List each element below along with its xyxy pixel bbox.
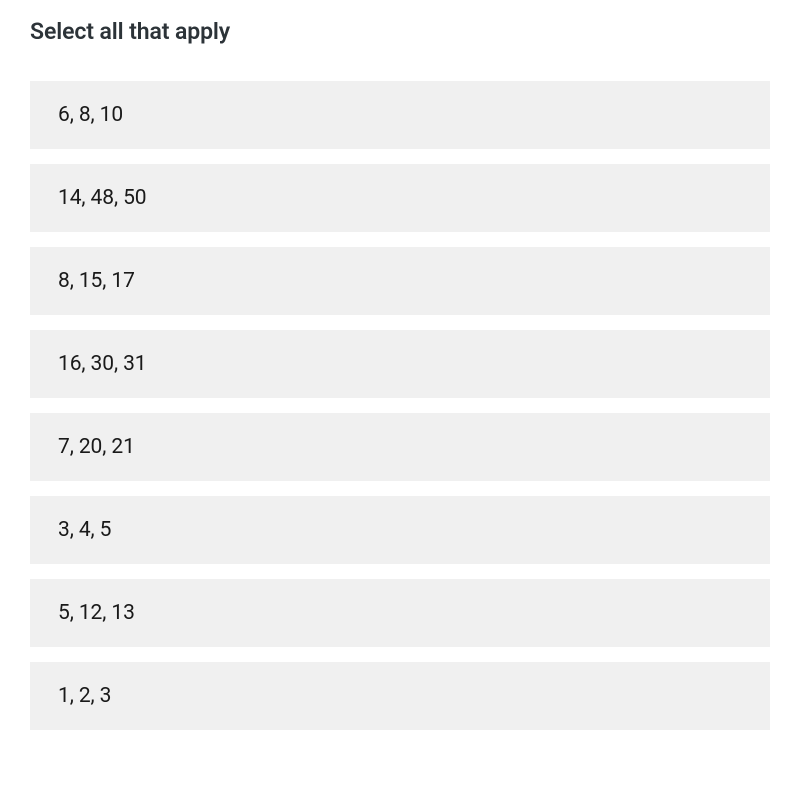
option-item[interactable]: 1, 2, 3 [30, 662, 770, 730]
option-item[interactable]: 5, 12, 13 [30, 579, 770, 647]
option-item[interactable]: 7, 20, 21 [30, 413, 770, 481]
option-label: 6, 8, 10 [58, 103, 123, 127]
option-label: 3, 4, 5 [58, 518, 111, 542]
option-label: 8, 15, 17 [58, 269, 135, 293]
question-container: Select all that apply 6, 8, 10 14, 48, 5… [30, 18, 770, 730]
options-list: 6, 8, 10 14, 48, 50 8, 15, 17 16, 30, 31… [30, 81, 770, 730]
option-label: 1, 2, 3 [58, 684, 111, 708]
option-label: 16, 30, 31 [58, 352, 147, 376]
option-label: 14, 48, 50 [58, 186, 147, 210]
option-item[interactable]: 3, 4, 5 [30, 496, 770, 564]
option-item[interactable]: 14, 48, 50 [30, 164, 770, 232]
option-item[interactable]: 16, 30, 31 [30, 330, 770, 398]
option-item[interactable]: 8, 15, 17 [30, 247, 770, 315]
option-item[interactable]: 6, 8, 10 [30, 81, 770, 149]
option-label: 7, 20, 21 [58, 435, 135, 459]
question-title: Select all that apply [30, 18, 770, 45]
option-label: 5, 12, 13 [58, 601, 135, 625]
